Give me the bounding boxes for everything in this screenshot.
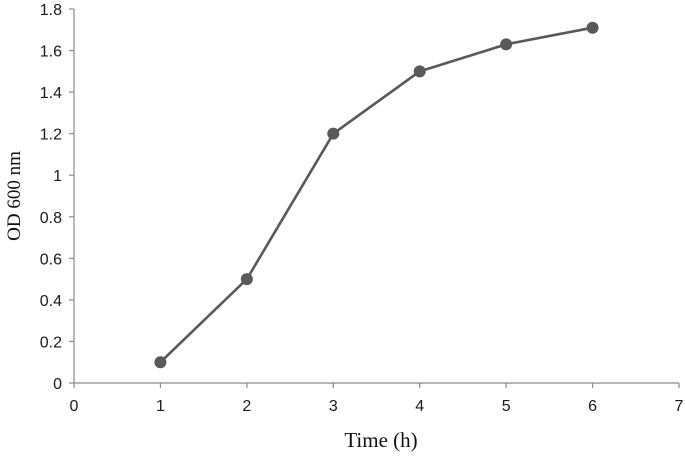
x-tick-label: 3 bbox=[329, 398, 338, 415]
x-tick-label: 1 bbox=[156, 398, 165, 415]
y-tick-label: 1.6 bbox=[40, 44, 62, 61]
tick-marks bbox=[69, 8, 680, 388]
x-tick-label: 0 bbox=[70, 398, 79, 415]
data-point bbox=[413, 65, 426, 78]
y-tick-label: 1.4 bbox=[40, 85, 62, 102]
data-point bbox=[586, 21, 599, 34]
axes bbox=[73, 9, 679, 384]
y-tick-label: 0.6 bbox=[40, 251, 62, 268]
y-tick-label: 0.8 bbox=[40, 210, 62, 227]
y-axis-title: OD 600 nm bbox=[4, 151, 25, 241]
y-tick-label: 1 bbox=[53, 168, 62, 185]
data-point bbox=[327, 127, 340, 140]
x-axis-title: Time (h) bbox=[344, 428, 417, 452]
series-layer bbox=[154, 21, 599, 369]
y-tick-label: 1.2 bbox=[40, 127, 62, 144]
data-point bbox=[500, 38, 513, 51]
x-tick-label: 2 bbox=[242, 398, 251, 415]
y-tick-label: 0.2 bbox=[40, 334, 62, 351]
series-line bbox=[159, 26, 593, 364]
x-tick-label: 5 bbox=[502, 398, 511, 415]
data-point bbox=[240, 273, 253, 286]
y-tick-labels: 0 0.2 0.4 0.6 0.8 1 1.2 1.4 1.6 1.8 bbox=[40, 2, 62, 393]
y-tick-label: 1.8 bbox=[40, 2, 62, 19]
x-tick-label: 7 bbox=[675, 398, 684, 415]
data-point bbox=[154, 356, 167, 369]
x-tick-label: 6 bbox=[588, 398, 597, 415]
y-tick-label: 0.4 bbox=[40, 293, 62, 310]
x-tick-labels: 0 1 2 3 4 5 6 7 bbox=[70, 398, 684, 415]
y-tick-label: 0 bbox=[53, 376, 62, 393]
x-tick-label: 4 bbox=[415, 398, 424, 415]
